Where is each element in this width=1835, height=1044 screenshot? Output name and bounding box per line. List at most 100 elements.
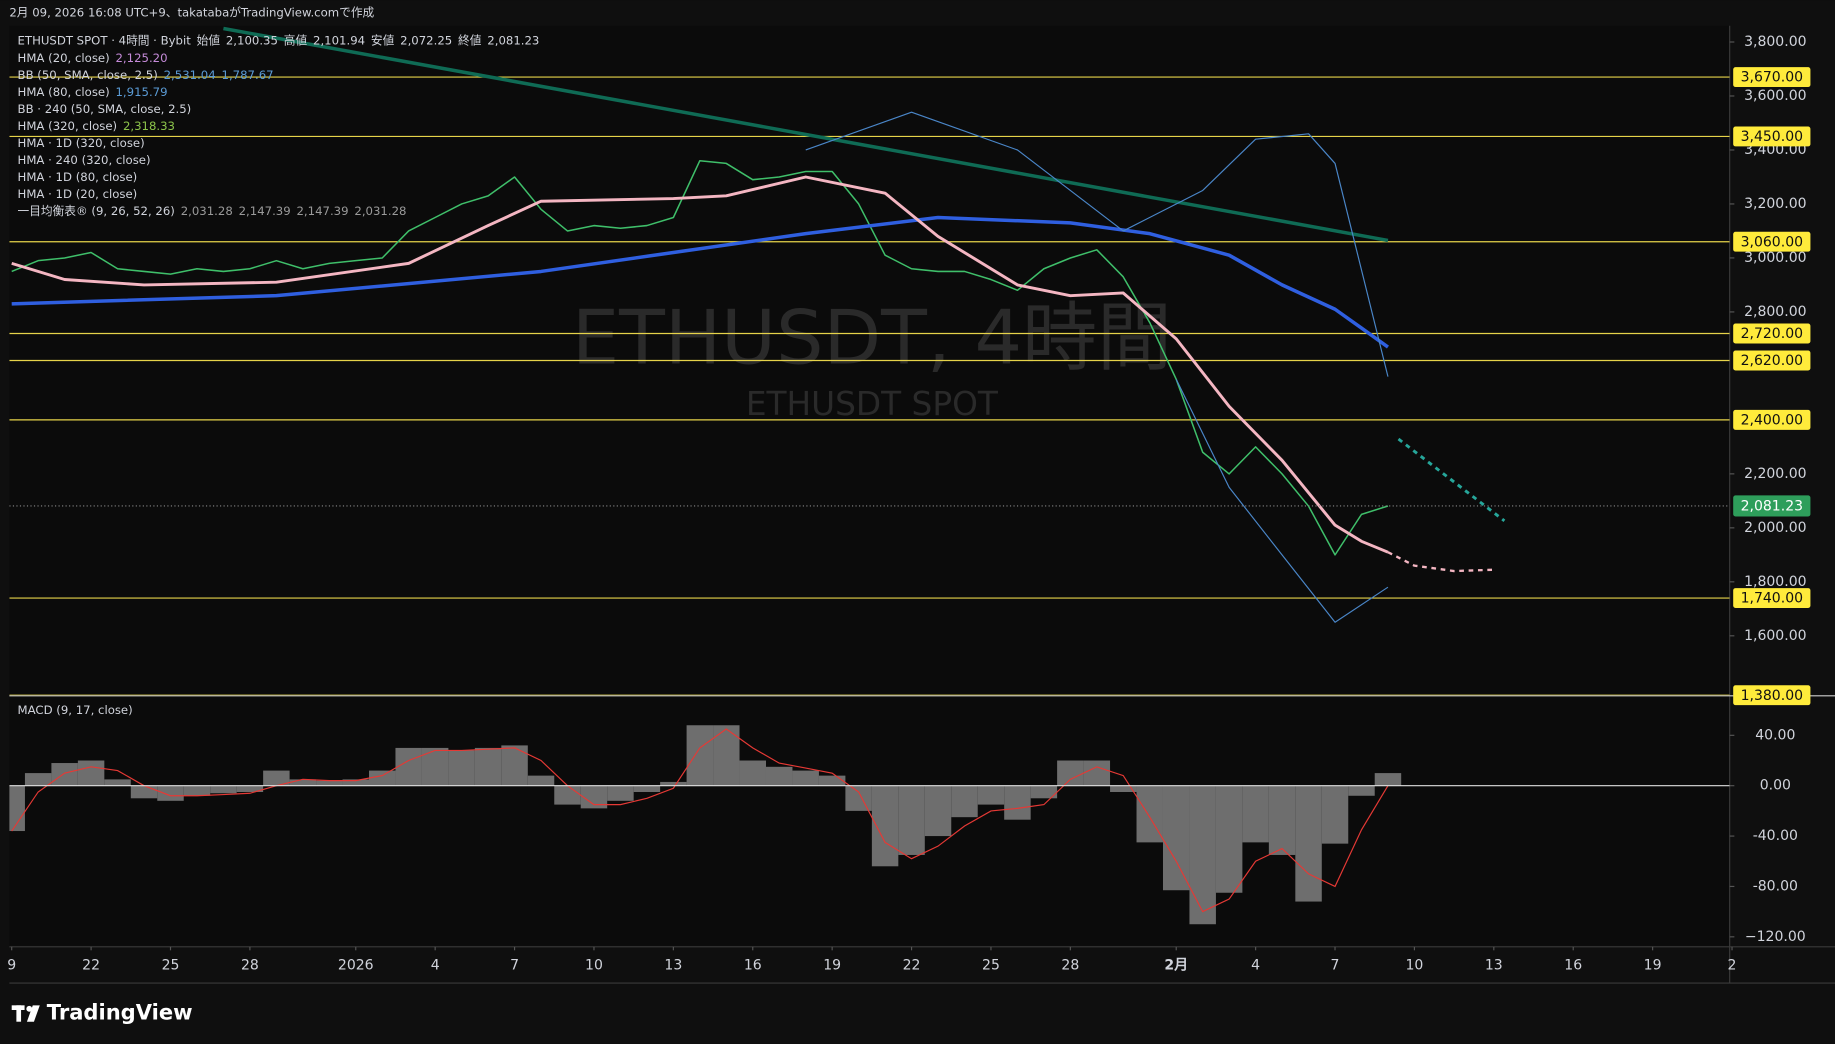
legend-text: 安値 <box>371 34 395 48</box>
level-label: 3,060.00 <box>1741 234 1803 250</box>
legend-text: 2,147.39 <box>239 204 291 218</box>
x-tick-label: 25 <box>162 958 180 974</box>
macd-histogram-bar <box>1215 785 1243 893</box>
y-tick-label: 1,600.00 <box>1744 628 1806 644</box>
level-label-box <box>1733 126 1811 147</box>
macd-histogram-bar <box>183 785 211 796</box>
price-pane <box>9 26 1730 696</box>
x-tick-label: 22 <box>82 958 100 974</box>
x-tick-label: 10 <box>585 958 603 974</box>
macd-y-tick-label: 40.00 <box>1755 727 1795 743</box>
x-tick-label: 4 <box>1251 958 1260 974</box>
legend-text: 2,031.28 <box>181 204 233 218</box>
y-tick-label: 3,200.00 <box>1744 196 1806 212</box>
macd-histogram-bar <box>1348 785 1375 796</box>
macd-histogram-bar <box>263 770 290 786</box>
macd-histogram-bar <box>501 745 528 786</box>
level-label: 2,400.00 <box>1741 412 1803 428</box>
legend-text: 2,081.23 <box>487 34 539 48</box>
legend-text: 2,100.35 <box>226 34 278 48</box>
legend-text: HMA (320, close) <box>18 119 118 133</box>
macd-histogram-bar <box>130 785 158 799</box>
macd-histogram-bar <box>368 770 396 786</box>
macd-histogram-bar <box>448 750 475 786</box>
macd-histogram-bar <box>316 780 343 786</box>
macd-histogram-bar <box>51 763 78 786</box>
level-label: 2,720.00 <box>1741 326 1803 342</box>
macd-histogram-bar <box>1030 785 1058 799</box>
series-line <box>1387 551 1494 573</box>
macd-histogram-bar <box>713 725 740 786</box>
macd-histogram-bar <box>1321 785 1349 844</box>
macd-histogram-bar <box>342 779 369 786</box>
x-tick-label: 2 <box>1728 958 1737 974</box>
macd-histogram-bar <box>1374 773 1402 786</box>
x-tick-label: 7 <box>1331 958 1340 974</box>
macd-y-tick-label: -40.00 <box>1753 828 1798 844</box>
macd-pane <box>9 725 1730 925</box>
legend-text: 1,787.67 <box>222 68 274 82</box>
macd-histogram-bar <box>792 770 819 786</box>
y-tick-label: 3,800.00 <box>1744 34 1806 50</box>
x-tick-label: 9 <box>7 958 16 974</box>
x-tick-label: 19 <box>823 958 841 974</box>
x-tick-label: 2月 <box>1164 958 1188 974</box>
macd-histogram-bar <box>1189 785 1216 925</box>
x-tick-label: 16 <box>1564 958 1582 974</box>
x-tick-label: 10 <box>1405 958 1423 974</box>
series-line <box>805 111 1389 377</box>
header-text: 2月 09, 2026 16:08 UTC+9、takatabaがTrading… <box>9 5 374 19</box>
macd-histogram-bar <box>977 785 1005 805</box>
level-label-box <box>1733 588 1811 608</box>
legend-text: 2,318.33 <box>123 119 175 133</box>
level-label-box <box>1733 350 1811 371</box>
macd-histogram-bar <box>924 785 952 837</box>
x-tick-label: 22 <box>903 958 921 974</box>
macd-histogram-bar <box>474 747 502 786</box>
x-tick-label: 28 <box>1061 958 1079 974</box>
legend-text: 2,072.25 <box>400 34 452 48</box>
watermark-subtitle: ETHUSDT SPOT <box>746 385 999 423</box>
y-tick-label: 2,800.00 <box>1744 304 1806 320</box>
macd-histogram-bar <box>845 785 872 811</box>
macd-histogram-bar <box>765 766 793 786</box>
macd-histogram-bar <box>527 775 555 786</box>
macd-histogram-bar <box>686 725 714 786</box>
macd-histogram-bar <box>210 785 237 794</box>
y-tick-label: 1,800.00 <box>1744 574 1806 590</box>
macd-histogram-bar <box>1083 760 1111 786</box>
x-tick-label: 7 <box>510 958 519 974</box>
macd-histogram-bar <box>9 785 25 832</box>
series-line <box>1175 379 1389 623</box>
macd-histogram-bar <box>289 779 317 786</box>
last-price-label: 2,081.23 <box>1741 499 1803 515</box>
legend-text: 2,531.04 <box>164 68 216 82</box>
x-tick-label: 25 <box>982 958 1000 974</box>
macd-histogram-bar <box>157 785 184 801</box>
watermark-title: ETHUSDT, 4時間 <box>572 293 1172 381</box>
level-label: 3,670.00 <box>1741 70 1803 86</box>
y-tick-label: 2,200.00 <box>1744 466 1806 482</box>
series-line <box>223 26 1389 243</box>
x-tick-label: 13 <box>1485 958 1503 974</box>
macd-histogram-bar <box>580 785 608 809</box>
legend-text: BB · 240 (50, SMA, close, 2.5) <box>18 102 192 116</box>
legend-text: HMA (20, close) <box>18 51 110 65</box>
macd-y-tick-label: −120.00 <box>1745 929 1806 945</box>
x-tick-label: 19 <box>1644 958 1662 974</box>
y-tick-label: 3,000.00 <box>1744 250 1806 266</box>
macd-histogram-bar <box>951 785 978 818</box>
macd-histogram-bar <box>1057 760 1084 786</box>
macd-y-tick-label: -80.00 <box>1753 878 1798 894</box>
legend-text: 1,915.79 <box>116 85 168 99</box>
macd-histogram-bar <box>1136 785 1163 843</box>
legend-text: HMA · 240 (320, close) <box>18 153 151 167</box>
macd-histogram-bar <box>554 785 581 805</box>
logo-text: TradingView <box>47 1000 193 1025</box>
legend-text: HMA · 1D (320, close) <box>18 136 145 150</box>
macd-histogram-bar <box>1295 785 1322 902</box>
legend-text: 一目均衡表® (9, 26, 52, 26) <box>18 204 175 218</box>
macd-histogram-bar <box>660 781 687 786</box>
